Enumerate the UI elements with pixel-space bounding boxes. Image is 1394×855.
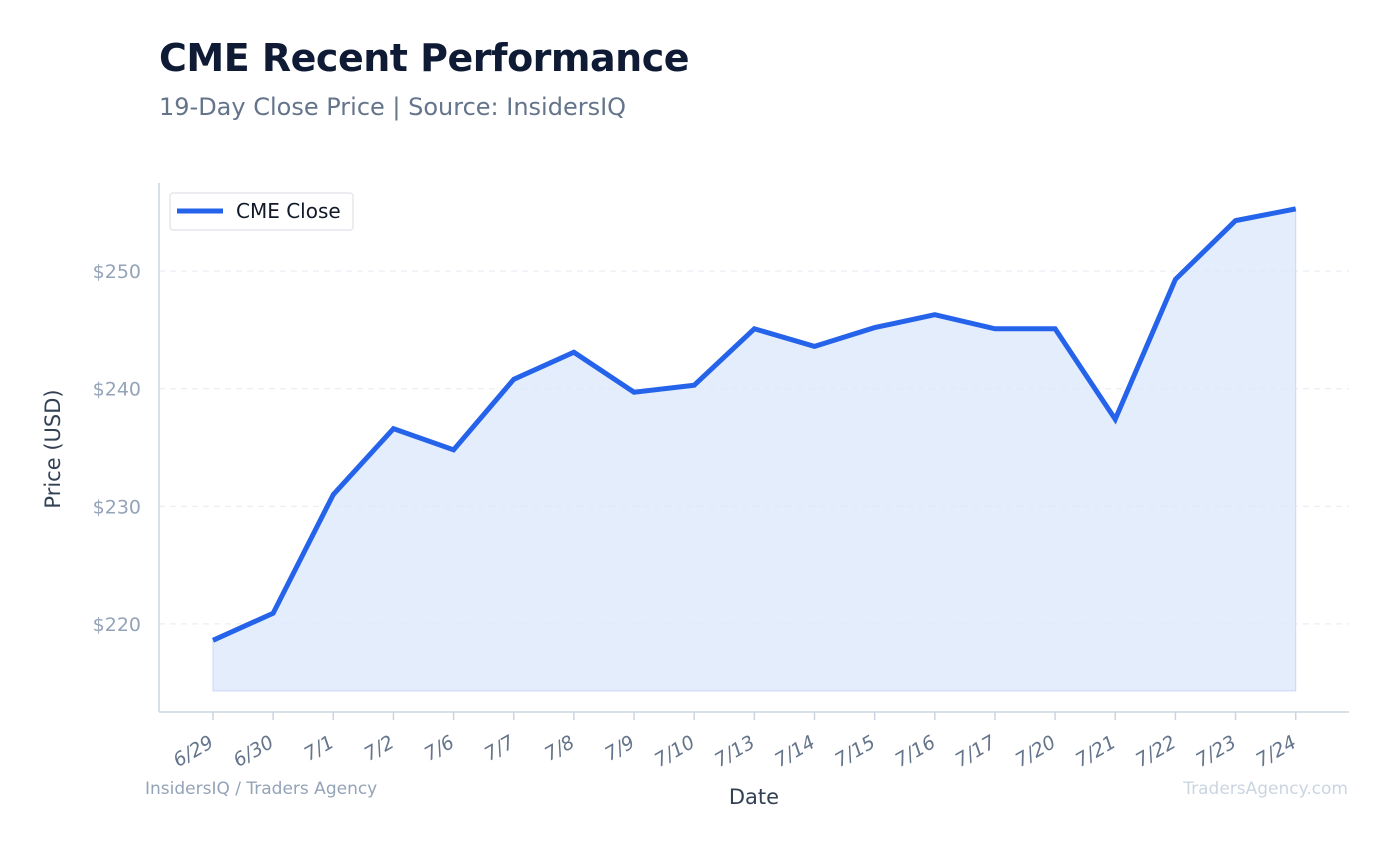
x-tick-label: 7/8 xyxy=(541,731,578,765)
x-tick-label: 7/24 xyxy=(1252,731,1300,771)
legend-box xyxy=(169,192,354,231)
y-tick-label: $250 xyxy=(93,261,141,283)
series-line-cme-close xyxy=(211,206,1297,643)
x-tick-label: 7/6 xyxy=(421,731,458,765)
x-tick-label: 7/13 xyxy=(711,731,759,771)
x-tick-label: 7/2 xyxy=(360,731,397,765)
x-tick-labels: 6/29 6/30 7/1 7/2 7/6 7/7 7/8 7/9 7/10 7/13 7/14 7/… xyxy=(170,731,1301,771)
x-tick-label: 7/20 xyxy=(1012,731,1060,771)
x-tick-label: 7/7 xyxy=(481,731,518,765)
x-tick-label: 6/29 xyxy=(170,731,218,771)
footer-watermark: TradersAgency.com xyxy=(1183,779,1348,799)
x-tick-label: 7/14 xyxy=(771,731,819,771)
y-axis-label: Price (USD) xyxy=(41,389,65,508)
axes xyxy=(158,183,1349,720)
legend-label: CME Close xyxy=(236,199,341,223)
footer-source: InsidersIQ / Traders Agency xyxy=(145,779,378,799)
legend: CME Close xyxy=(169,192,354,231)
x-tick-label: 6/30 xyxy=(230,731,278,771)
y-tick-labels: $220 $230 $240 $250 xyxy=(93,261,141,636)
x-tick-label: 7/22 xyxy=(1132,731,1180,771)
y-tick-label: $240 xyxy=(93,379,141,401)
x-tick-label: 7/15 xyxy=(831,731,879,771)
x-tick-label: 7/1 xyxy=(300,731,337,765)
x-tick-label: 7/9 xyxy=(601,731,638,765)
y-tick-label: $220 xyxy=(93,614,141,636)
x-tick-label: 7/23 xyxy=(1192,731,1240,771)
chart-subtitle: 19-Day Close Price | Source: InsidersIQ xyxy=(159,93,627,121)
x-tick-label: 7/17 xyxy=(951,731,999,771)
chart-title: CME Recent Performance xyxy=(159,36,690,80)
x-tick-label: 7/21 xyxy=(1072,731,1120,771)
y-tick-label: $230 xyxy=(93,496,141,518)
x-axis-label: Date xyxy=(729,785,779,809)
x-tick-label: 7/16 xyxy=(891,731,939,771)
x-tick-label: 7/10 xyxy=(651,731,699,771)
